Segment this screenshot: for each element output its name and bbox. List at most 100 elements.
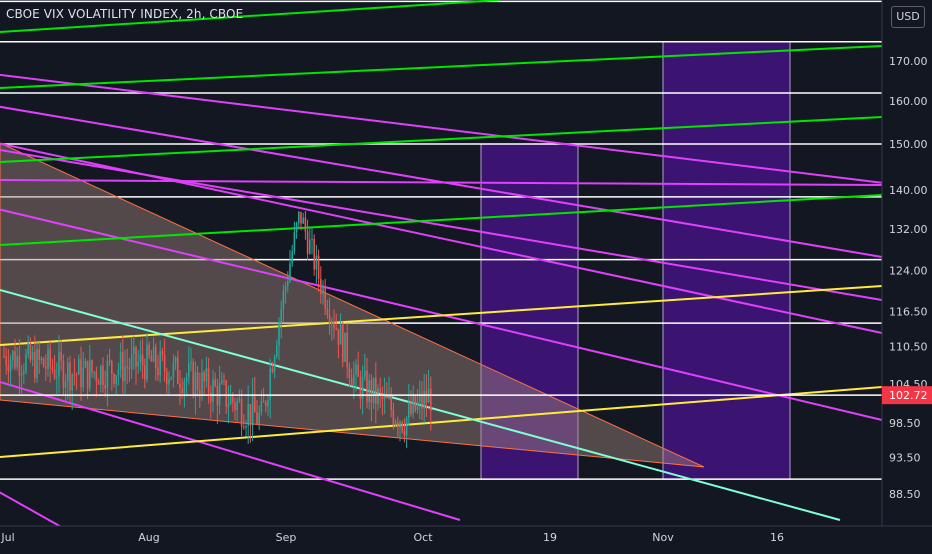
- currency-button[interactable]: USD: [891, 6, 925, 28]
- chart-title: CBOE VIX VOLATILITY INDEX, 2h, CBOE: [6, 7, 244, 21]
- candle-body: [419, 393, 421, 402]
- candle-body: [152, 346, 155, 362]
- candle-body: [192, 362, 194, 396]
- candle-body: [368, 380, 370, 403]
- candle-body: [372, 377, 375, 403]
- candle-body: [315, 255, 318, 270]
- wedge-pattern: [0, 142, 705, 468]
- candle-body: [177, 357, 179, 384]
- candle-body: [12, 351, 14, 360]
- candle-body: [287, 281, 289, 286]
- candle-body: [194, 372, 197, 396]
- candle-body: [306, 231, 309, 254]
- candle-body: [249, 404, 252, 426]
- candle-body: [256, 412, 258, 425]
- candle-body: [278, 322, 280, 346]
- candle-body: [280, 309, 282, 323]
- candle-body: [267, 399, 269, 406]
- candle-body: [36, 349, 38, 379]
- candle-body: [359, 376, 362, 399]
- candle-body: [232, 395, 234, 403]
- candle-body: [221, 380, 223, 384]
- green-trend-line: [0, 0, 501, 33]
- y-tick-label: 132.00: [889, 223, 928, 236]
- candle-body: [414, 395, 417, 411]
- candle-body: [51, 366, 54, 369]
- candle-body: [128, 367, 131, 369]
- candle-body: [403, 430, 406, 436]
- candle-body: [342, 324, 344, 362]
- candle-body: [137, 361, 139, 367]
- candle-body: [34, 352, 36, 379]
- candle-body: [408, 402, 410, 418]
- yellow-trend-line: [0, 386, 883, 458]
- candle-body: [313, 238, 315, 270]
- candle-body: [293, 231, 296, 252]
- candle-body: [238, 398, 241, 402]
- candle-body: [183, 382, 186, 394]
- candle-body: [106, 360, 109, 389]
- y-tick-label: 98.50: [889, 417, 921, 430]
- candle-body: [53, 368, 56, 378]
- candle-body: [18, 355, 21, 376]
- candle-body: [117, 369, 120, 376]
- y-tick-label: 93.50: [889, 452, 921, 465]
- candle-body: [170, 377, 172, 380]
- candle-body: [82, 367, 84, 388]
- candle-body: [67, 362, 69, 382]
- x-tick-label: Sep: [276, 531, 297, 544]
- candle-body: [62, 360, 65, 388]
- candle-body: [201, 372, 203, 396]
- candle-body: [273, 357, 276, 372]
- candle-body: [416, 401, 419, 411]
- candle-body: [357, 364, 359, 377]
- candle-body: [410, 402, 412, 414]
- candle-body: [14, 351, 16, 368]
- candle-body: [16, 355, 18, 368]
- candle-body: [73, 374, 76, 376]
- candle-body: [199, 390, 201, 396]
- candle-body: [392, 409, 395, 425]
- candle-body: [27, 343, 29, 355]
- candle-body: [284, 285, 287, 291]
- candle-body: [100, 365, 102, 385]
- candle-body: [223, 380, 225, 382]
- magenta-trend-line: [0, 149, 883, 301]
- candle-body: [188, 363, 190, 378]
- candle-body: [155, 346, 157, 369]
- x-tick-label: 19: [543, 531, 557, 544]
- candle-body: [412, 395, 414, 414]
- candle-body: [324, 286, 326, 309]
- candle-body: [47, 349, 49, 369]
- candle-body: [139, 354, 142, 362]
- candle-body: [185, 377, 188, 383]
- candle-body: [335, 328, 337, 330]
- candle-body: [93, 372, 95, 374]
- candle-body: [38, 349, 40, 360]
- candle-body: [245, 425, 247, 428]
- candle-body: [227, 404, 230, 407]
- green-trend-line: [0, 45, 883, 89]
- candle-body: [210, 392, 212, 403]
- candle-body: [166, 371, 168, 385]
- candle-body: [84, 361, 87, 368]
- x-tick-label: Nov: [652, 531, 674, 544]
- candle-body: [181, 388, 183, 394]
- candle-body: [331, 321, 333, 324]
- candle-body: [163, 354, 166, 372]
- candle-body: [115, 375, 117, 384]
- candle-body: [80, 359, 82, 388]
- candle-body: [111, 361, 113, 374]
- y-tick-label: 170.00: [889, 55, 928, 68]
- candle-body: [31, 352, 34, 360]
- candle-body: [5, 356, 7, 366]
- candle-body: [174, 357, 177, 363]
- x-tick-label: Oct: [413, 531, 433, 544]
- candle-body: [383, 393, 386, 400]
- candle-body: [348, 367, 351, 378]
- candle-body: [113, 373, 115, 384]
- magenta-trend-line: [0, 179, 883, 186]
- candle-body: [375, 377, 377, 404]
